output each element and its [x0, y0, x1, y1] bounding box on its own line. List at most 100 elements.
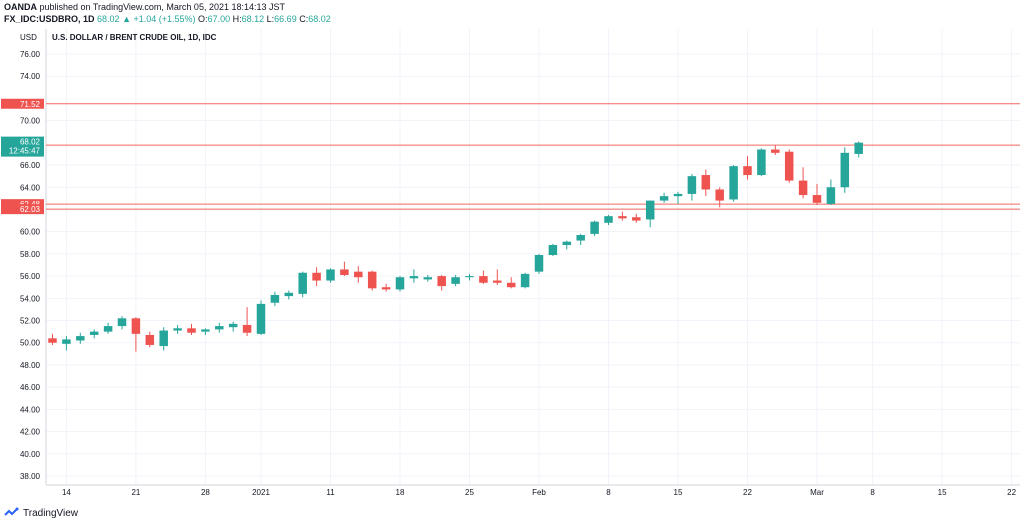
candle-body — [659, 196, 669, 201]
candle-body — [326, 269, 335, 281]
candle-body — [145, 334, 155, 345]
symbol-name: FX_IDC:USDBRO, 1D — [4, 14, 95, 24]
candle-body — [131, 318, 141, 334]
candle-body — [590, 221, 599, 234]
x-tick-label: 22 — [743, 488, 752, 497]
open-label: O: — [198, 14, 208, 24]
close-label: C: — [299, 14, 309, 24]
candle-body — [576, 235, 585, 241]
x-tick-label: 15 — [674, 488, 683, 497]
x-tick-label: Feb — [532, 488, 546, 497]
candle-body — [423, 277, 433, 280]
y-tick-label: 66.00 — [20, 161, 41, 170]
last-value: 68.02 — [97, 14, 120, 24]
y-axis-ticks: 38.00 40.00 42.00 44.00 46.00 48.00 50.00 52.00… — [20, 50, 41, 481]
candle-body — [479, 276, 488, 283]
x-tick-label: 8 — [606, 488, 611, 497]
candle-body — [62, 339, 71, 344]
y-tick-label: 40.00 — [20, 450, 41, 459]
candle-body — [354, 271, 363, 278]
high-value: 68.12 — [241, 14, 265, 24]
level-price-label-bg — [1, 98, 44, 109]
y-tick-label: 48.00 — [20, 361, 41, 370]
open-value: 67.00 — [207, 14, 231, 24]
last-price-tag — [1, 136, 44, 157]
candle-body — [673, 193, 683, 197]
y-tick-label: 76.00 — [20, 50, 41, 59]
candle-body — [173, 328, 182, 331]
level-price-label: 62.03 — [20, 205, 41, 214]
grid-lines — [46, 29, 1020, 485]
candle-body — [562, 241, 572, 246]
candle-body — [117, 318, 127, 327]
candle-body — [701, 175, 711, 190]
y-tick-label: 64.00 — [20, 183, 41, 192]
candle-body — [618, 216, 627, 219]
candles — [48, 141, 863, 352]
y-tick-label: 44.00 — [20, 405, 41, 414]
candle-body — [395, 277, 405, 290]
bar-countdown-label: 12:45:47 — [9, 147, 41, 156]
candle-body — [687, 176, 697, 194]
candle-body — [715, 189, 724, 201]
candle-body — [367, 271, 377, 289]
candle-body — [840, 152, 850, 188]
x-tick-label: 8 — [870, 488, 875, 497]
candle-body — [854, 142, 863, 154]
y-tick-label: 56.00 — [20, 272, 41, 281]
candle-body — [187, 328, 196, 333]
candle-body — [159, 330, 168, 347]
candle-body — [451, 277, 460, 284]
x-tick-label: 15 — [938, 488, 947, 497]
x-tick-label: 11 — [326, 488, 335, 497]
candle-body — [548, 245, 558, 256]
candle-body — [784, 151, 794, 181]
x-tick-label: 18 — [396, 488, 405, 497]
tradingview-logo-icon — [4, 507, 19, 516]
x-tick-label: 14 — [62, 488, 71, 497]
y-tick-label: 38.00 — [20, 472, 41, 481]
y-tick-label: 46.00 — [20, 383, 41, 392]
change-value: ▲ +1.04 (+1.55%) — [122, 14, 196, 24]
y-tick-label: 74.00 — [20, 72, 41, 81]
high-label: H: — [232, 14, 242, 24]
candle-body — [228, 323, 238, 328]
candle-body — [256, 303, 266, 334]
candle-body — [312, 272, 321, 281]
candle-body — [520, 273, 530, 288]
candle-body — [506, 282, 516, 288]
candle-body — [812, 195, 822, 203]
chart-header: OANDA published on TradingView.com, Marc… — [4, 2, 1014, 26]
candle-body — [743, 166, 752, 176]
x-tick-label: Mar — [810, 488, 824, 497]
candle-body — [465, 276, 474, 278]
candle-body — [89, 331, 99, 335]
candle-body — [771, 149, 780, 153]
published-text: published on TradingView.com, March 05, … — [39, 2, 286, 12]
candle-body — [76, 336, 85, 341]
y-tick-label: 52.00 — [20, 317, 41, 326]
symbol-info: FX_IDC:USDBRO, 1D 68.02 ▲ +1.04 (+1.55%)… — [4, 13, 1014, 25]
x-tick-label: 25 — [465, 488, 474, 497]
candle-body — [242, 324, 252, 333]
candle-body — [798, 180, 808, 196]
x-tick-label: 2021 — [252, 488, 270, 497]
candle-body — [534, 255, 544, 272]
candle-body — [284, 292, 294, 297]
candle-body — [757, 149, 766, 176]
tradingview-brand: TradingView — [23, 507, 79, 519]
candle-body — [632, 217, 641, 221]
y-tick-label: 50.00 — [20, 339, 41, 348]
candle-body — [645, 200, 655, 220]
low-label: L: — [266, 14, 275, 24]
level-price-label: 71.52 — [20, 100, 41, 109]
horizontal-levels[interactable] — [46, 103, 1020, 210]
x-tick-label: 22 — [1007, 488, 1016, 497]
low-value: 66.69 — [274, 14, 297, 24]
candle-body — [340, 269, 349, 275]
y-tick-label: 60.00 — [20, 228, 41, 237]
y-axis-unit: USD — [20, 33, 37, 42]
candle-body — [604, 216, 613, 223]
